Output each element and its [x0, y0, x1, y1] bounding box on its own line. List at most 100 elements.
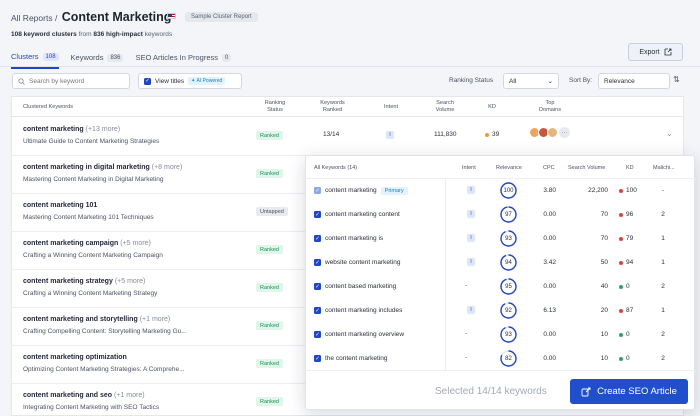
popup-keyword-row[interactable]: ✓ content marketing Primary I 100 3.80 22,20…: [306, 179, 696, 203]
checkbox-checked-icon: ✓: [144, 77, 151, 85]
more-count: (+1 more): [114, 392, 145, 399]
popup-keyword-row[interactable]: ✓ content marketing content I 97 0.00 70 96 2: [306, 203, 696, 227]
relevance-value: 94: [505, 259, 512, 266]
ranking-status-value: All: [509, 77, 517, 85]
keyword-checkbox[interactable]: ✓: [314, 307, 321, 314]
keyword-text: content marketing campaign: [23, 240, 119, 247]
article-title: Integrating Content Marketing with SEO T…: [23, 404, 160, 411]
keyword-checkbox[interactable]: ✓: [314, 259, 321, 266]
keyword-text: content marketing content: [325, 211, 400, 218]
relevance-value: 92: [505, 307, 512, 314]
column-header-kw-ranked: Keywords Ranked: [320, 100, 345, 113]
chevron-down-icon[interactable]: ⌄: [666, 129, 673, 138]
relevance-value: 82: [505, 355, 512, 362]
sort-by-select[interactable]: Relevance: [598, 73, 670, 89]
table-row[interactable]: content marketing and seo (+1 more) Inte…: [11, 384, 684, 416]
popup-keyword-row[interactable]: ✓ the content marketing - 82 0.00 10 0 2: [306, 347, 696, 371]
relevance-value: 93: [505, 331, 512, 338]
view-titles-toggle[interactable]: ✓ View titles ✦ AI Powered: [138, 73, 242, 89]
relevance-value: 93: [505, 235, 512, 242]
cluster-keyword: content marketing and seo (+1 more): [23, 392, 145, 399]
malichi-value: 1: [661, 259, 665, 266]
cpc-value: 0.00: [543, 355, 556, 362]
tab-seo-articles[interactable]: SEO Articles In Progress 0: [135, 52, 232, 69]
keyword-checkbox[interactable]: ✓: [314, 235, 321, 242]
kd-dot-icon: [619, 284, 623, 289]
column-header-intent: Intent: [384, 104, 398, 110]
kd-value: 96: [619, 211, 633, 218]
intent-badge: I: [467, 210, 475, 218]
keyword-checkbox[interactable]: ✓: [314, 283, 321, 290]
tab-bar: Clusters 108 Keywords 836 SEO Articles I…: [11, 52, 232, 69]
cluster-keyword: content marketing strategy (+5 more): [23, 278, 145, 285]
cluster-keyword: content marketing in digital marketing (…: [23, 164, 182, 171]
keyword-text: content marketing includes: [325, 307, 403, 314]
column-header-top-domains: Top Domains: [538, 100, 562, 113]
ranking-status-select[interactable]: All ⌄: [503, 73, 559, 89]
popup-keyword-row[interactable]: ✓ website content marketing I 94 3.42 50 94 1: [306, 251, 696, 275]
keyword-text: content marketing optimization: [23, 354, 127, 361]
kd-dot-icon: [619, 332, 623, 337]
kd-value: 87: [619, 307, 633, 314]
popup-header-malichi: Malichi...: [653, 165, 675, 171]
cluster-keyword: content marketing optimization: [23, 354, 127, 361]
tab-count: 108: [42, 52, 59, 61]
intent-empty: -: [465, 354, 468, 361]
cpc-value: 3.80: [543, 187, 556, 194]
kd-number: 87: [626, 307, 634, 314]
kd-number: 94: [626, 259, 634, 266]
popup-keyword-row[interactable]: ✓ content marketing includes I 92 6.13 20 87…: [306, 299, 696, 323]
kd-dot-icon: [619, 356, 623, 361]
kd-number: 79: [626, 235, 634, 242]
status-badge: Ranked: [256, 283, 283, 292]
tab-clusters[interactable]: Clusters 108: [11, 52, 59, 69]
cluster-keyword: content marketing 101: [23, 202, 97, 209]
search-box: [12, 73, 130, 89]
breadcrumb-all-reports[interactable]: All Reports: [11, 13, 53, 23]
header-divider: [11, 116, 684, 117]
keyword-text: content marketing: [23, 126, 84, 133]
relevance-ring: 95: [499, 277, 518, 296]
sort-by-value: Relevance: [604, 77, 635, 85]
popup-keyword-row[interactable]: ✓ content marketing is I 93 0.00 70 79 1: [306, 227, 696, 251]
kd-number: 39: [492, 131, 500, 138]
relevance-ring-icon: [500, 326, 517, 343]
search-input[interactable]: [29, 77, 119, 85]
search-icon: [18, 77, 25, 85]
popup-keyword: content marketing overview: [325, 331, 404, 338]
relevance-ring: 100: [499, 181, 518, 200]
ai-badge-label: AI Powered: [196, 78, 223, 84]
create-seo-article-button[interactable]: Create SEO Article: [570, 379, 688, 404]
tab-label: Keywords: [70, 53, 104, 62]
popup-keyword-row[interactable]: ✓ content based marketing - 95 0.00 40 0 2: [306, 275, 696, 299]
status-badge: Untapped: [256, 207, 288, 216]
keyword-checkbox[interactable]: ✓: [314, 355, 321, 362]
keyword-checkbox[interactable]: ✓: [314, 187, 321, 194]
export-button[interactable]: Export: [628, 43, 683, 61]
kd-value: 0: [619, 331, 630, 338]
kd-number: 0: [626, 355, 630, 362]
popup-header-cpc: CPC: [543, 165, 555, 171]
search-volume: 111,830: [434, 131, 457, 138]
kd-dot-icon: [619, 236, 623, 241]
keyword-text: website content marketing: [325, 259, 401, 266]
search-volume: 22,200: [588, 187, 608, 194]
sample-report-badge: Sample Cluster Report: [185, 12, 258, 22]
kd-dot-icon: [619, 212, 623, 217]
search-volume: 20: [600, 307, 608, 314]
table-row[interactable]: content marketing (+13 more) Ultimate Gu…: [11, 118, 684, 156]
intent-badge: I: [467, 234, 475, 242]
popup-header-divider: [306, 178, 696, 179]
tab-keywords[interactable]: Keywords 836: [71, 52, 124, 69]
popup-keyword: content marketing is: [325, 235, 383, 242]
kd-number: 0: [626, 283, 630, 290]
keyword-checkbox[interactable]: ✓: [314, 331, 321, 338]
more-domains-icon[interactable]: ···: [559, 127, 570, 138]
breadcrumb-separator: /: [54, 13, 58, 23]
popup-keyword-row[interactable]: ✓ content marketing overview - 93 0.00 10 0 2: [306, 323, 696, 347]
sort-order-icon[interactable]: ⇅: [673, 75, 680, 84]
keyword-checkbox[interactable]: ✓: [314, 211, 321, 218]
keyword-text: content marketing is: [325, 235, 384, 242]
search-volume: 10: [600, 331, 608, 338]
summary-from: from: [78, 31, 92, 38]
